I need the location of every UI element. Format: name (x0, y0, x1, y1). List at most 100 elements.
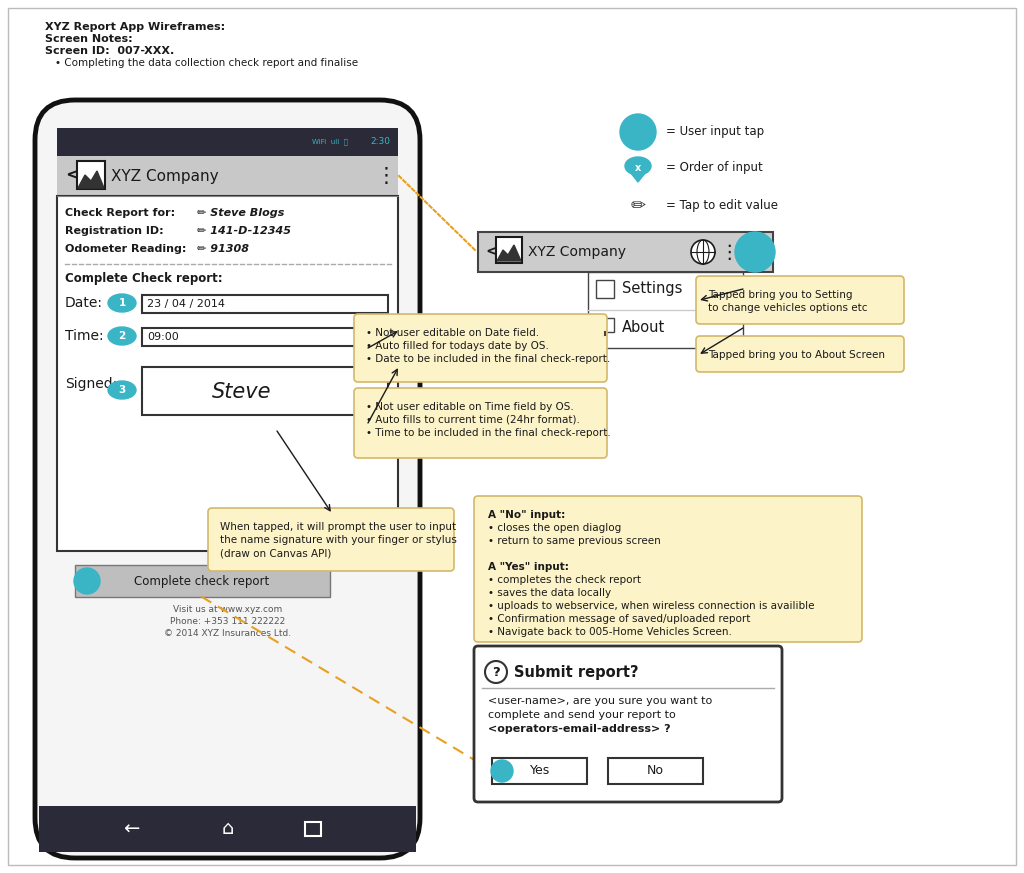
Text: 23 / 04 / 2014: 23 / 04 / 2014 (147, 299, 225, 309)
Bar (596, 280, 614, 298)
FancyBboxPatch shape (474, 496, 862, 642)
Text: Signed:: Signed: (65, 377, 118, 391)
Text: • Auto filled for todays date by OS.: • Auto filled for todays date by OS. (366, 341, 549, 351)
Text: • Not user editable on Date field.: • Not user editable on Date field. (366, 328, 539, 338)
Text: Check Report for:: Check Report for: (65, 208, 175, 218)
Text: to change vehicles options etc: to change vehicles options etc (708, 303, 867, 313)
Ellipse shape (108, 294, 136, 312)
Bar (588, 272, 743, 348)
Text: = User input tap: = User input tap (666, 126, 764, 139)
Text: ⋮: ⋮ (376, 166, 396, 186)
Text: XYZ Company: XYZ Company (528, 245, 626, 259)
Text: ✏: ✏ (631, 197, 645, 215)
FancyBboxPatch shape (354, 388, 607, 458)
Bar (57, 156, 398, 196)
Text: • Confirmation message of saved/uploaded report: • Confirmation message of saved/uploaded… (488, 614, 751, 624)
Text: = Order of input: = Order of input (666, 162, 763, 175)
Text: Submit report?: Submit report? (514, 664, 639, 679)
Text: Steve: Steve (212, 382, 271, 402)
Text: • uploads to webservice, when wireless connection is availible: • uploads to webservice, when wireless c… (488, 601, 814, 611)
Text: Complete check report: Complete check report (134, 574, 269, 588)
Bar (304, 822, 321, 836)
Circle shape (490, 760, 513, 782)
Text: Complete Check report:: Complete Check report: (65, 272, 222, 285)
Text: • Date to be included in the final check-report.: • Date to be included in the final check… (366, 354, 610, 364)
Text: Tapped bring you to Setting: Tapped bring you to Setting (708, 290, 853, 300)
Text: <user-name>, are you sure you want to: <user-name>, are you sure you want to (488, 696, 713, 706)
Text: • completes the check report: • completes the check report (488, 575, 641, 585)
Circle shape (691, 240, 715, 264)
Text: • return to same previous screen: • return to same previous screen (488, 536, 660, 546)
Text: XYZ Report App Wireframes:: XYZ Report App Wireframes: (45, 22, 225, 32)
Text: ←: ← (123, 820, 139, 838)
Text: • saves the data locally: • saves the data locally (488, 588, 611, 598)
Text: 1: 1 (119, 298, 126, 308)
Text: ⋮: ⋮ (719, 243, 738, 262)
Text: <operators-email-address> ?: <operators-email-address> ? (488, 724, 671, 734)
Text: XYZ Company: XYZ Company (111, 168, 219, 183)
Circle shape (74, 568, 100, 594)
Text: the name signature with your finger or stylus: the name signature with your finger or s… (220, 535, 457, 545)
Text: • Not user editable on Time field by OS.: • Not user editable on Time field by OS. (366, 402, 573, 412)
Bar (596, 318, 614, 332)
Bar (496, 237, 522, 263)
Text: No: No (646, 765, 664, 778)
Text: <: < (485, 244, 498, 259)
Text: • Navigate back to 005-Home Vehicles Screen.: • Navigate back to 005-Home Vehicles Scr… (488, 627, 732, 637)
FancyBboxPatch shape (208, 508, 454, 571)
FancyBboxPatch shape (354, 314, 607, 382)
Text: ✏ Steve Blogs: ✏ Steve Blogs (197, 208, 285, 218)
Text: A "No" input:: A "No" input: (488, 510, 565, 520)
Text: About: About (622, 320, 666, 334)
Ellipse shape (108, 327, 136, 345)
Bar (608, 758, 703, 784)
Text: Tapped bring you to About Screen: Tapped bring you to About Screen (708, 350, 885, 360)
Text: Settings: Settings (622, 281, 682, 297)
Bar (492, 758, 587, 784)
Text: Time:: Time: (65, 329, 103, 343)
Text: • Auto fills to current time (24hr format).: • Auto fills to current time (24hr forma… (366, 415, 580, 425)
Text: x: x (635, 163, 641, 173)
Text: (draw on Canvas API): (draw on Canvas API) (220, 548, 332, 558)
Text: A "Yes" input:: A "Yes" input: (488, 562, 569, 572)
Bar (57, 128, 398, 156)
Text: Visit us at www.xyz.com: Visit us at www.xyz.com (173, 605, 283, 614)
Text: Odometer Reading:: Odometer Reading: (65, 244, 186, 254)
FancyBboxPatch shape (39, 806, 416, 852)
Text: • closes the open diaglog: • closes the open diaglog (488, 523, 622, 533)
Bar (57, 196, 398, 551)
Text: Screen ID:  007-XXX.: Screen ID: 007-XXX. (45, 46, 174, 56)
Text: ✏ 91308: ✏ 91308 (197, 244, 249, 254)
Text: 2:30: 2:30 (370, 138, 390, 147)
Polygon shape (78, 171, 104, 188)
Text: Screen Notes:: Screen Notes: (45, 34, 133, 44)
Text: Date:: Date: (65, 296, 103, 310)
Text: WiFi  ull  🔋: WiFi ull 🔋 (312, 139, 348, 145)
Bar (77, 161, 105, 189)
Text: Registration ID:: Registration ID: (65, 226, 164, 236)
Bar (75, 565, 330, 597)
Text: 3: 3 (119, 385, 126, 395)
Bar (39, 806, 416, 852)
Text: complete and send your report to: complete and send your report to (488, 710, 676, 720)
Text: = Tap to edit value: = Tap to edit value (666, 200, 778, 212)
Text: © 2014 XYZ Insurances Ltd.: © 2014 XYZ Insurances Ltd. (164, 629, 291, 638)
Text: ?: ? (493, 665, 500, 678)
FancyBboxPatch shape (696, 336, 904, 372)
Bar (142, 295, 388, 313)
FancyBboxPatch shape (474, 646, 782, 802)
Bar (142, 367, 388, 415)
Text: Phone: +353 111 222222: Phone: +353 111 222222 (170, 617, 285, 626)
Ellipse shape (625, 157, 651, 175)
FancyBboxPatch shape (35, 100, 420, 858)
FancyBboxPatch shape (696, 276, 904, 324)
Bar (478, 232, 773, 272)
Text: When tapped, it will prompt the user to input: When tapped, it will prompt the user to … (220, 522, 456, 532)
Text: • Completing the data collection check report and finalise: • Completing the data collection check r… (55, 58, 358, 68)
Text: <: < (65, 167, 80, 185)
Circle shape (485, 661, 507, 683)
Polygon shape (630, 172, 646, 182)
Text: Yes: Yes (529, 765, 550, 778)
Ellipse shape (108, 381, 136, 399)
Text: • Time to be included in the final check-report.: • Time to be included in the final check… (366, 428, 610, 438)
